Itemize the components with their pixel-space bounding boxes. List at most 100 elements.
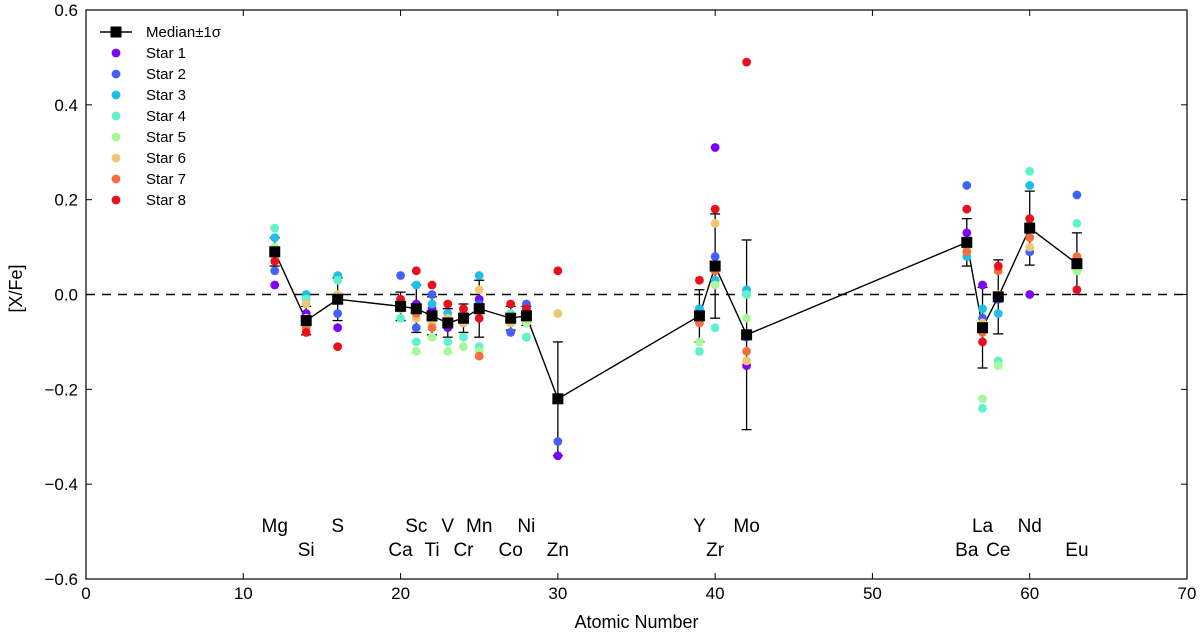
legend-label: Star 1 [146,45,186,62]
element-label-nd: Nd [1018,516,1042,537]
median-line [274,227,1078,400]
data-point [270,280,280,290]
data-point [333,342,343,352]
y-tick-label: 0.6 [54,1,78,20]
element-labels-layer: Mg Si S Ca Sc TiV Cr Mn Co Ni Zn YZr Mo Ba La Ce Nd Eu [262,516,1089,561]
legend-item-star-7: Star 7 [111,171,186,188]
legend-item-star-8: Star 8 [111,192,186,209]
x-axis-title: Atomic Number [574,612,698,632]
data-point [978,337,987,347]
legend: Median±1σ Star 1 Star 2 Star 3 Star 4 Star 5 S… [100,24,222,209]
data-point [962,204,972,214]
data-point [978,403,987,413]
legend-label: Star 2 [146,66,186,83]
data-point [553,309,563,318]
data-point [742,356,751,366]
legend-item-star-3: Star 3 [111,87,186,104]
data-point [270,266,280,276]
x-tick-label: 50 [863,584,882,603]
data-point [710,218,720,228]
data-point [1025,181,1035,190]
y-tick-label: −0.6 [44,570,78,589]
legend-item-star-5: Star 5 [111,129,186,146]
data-point [710,204,720,214]
y-tick-label: 0.0 [54,286,78,305]
y-axis-title: [X/Fe] [6,264,26,312]
star-points-layer [270,57,1082,461]
x-tick-label: 20 [391,584,410,603]
x-tick-label: 40 [706,584,725,603]
data-point [742,290,751,299]
data-point [1072,190,1082,200]
element-label-mo: Mo [733,516,759,537]
element-label-la: La [972,516,994,537]
legend-marker [111,153,121,163]
median-marker [520,310,532,322]
median-layer [269,190,1082,457]
legend-item-median: Median±1σ [100,24,222,41]
data-point [459,304,468,314]
data-point [333,309,343,318]
median-marker [269,246,281,258]
legend-marker [111,195,121,205]
legend-marker [111,69,121,79]
median-marker [395,300,407,312]
data-point [695,347,704,356]
x-tick-label: 70 [1178,584,1197,603]
median-marker [505,312,517,324]
data-point [459,332,468,342]
data-point [474,285,484,295]
data-point [710,143,720,152]
median-marker [473,303,485,315]
data-point [411,323,421,333]
element-label-zn: Zn [547,540,569,561]
element-label-mn: Mn [466,516,492,537]
data-point [695,275,704,285]
element-label-ni: Ni [517,516,535,537]
data-point [474,351,484,361]
data-point [695,337,704,347]
median-marker [709,260,721,272]
data-point [710,280,720,290]
data-point [1025,233,1035,243]
data-point [427,323,437,333]
series-star-1 [270,143,1082,461]
data-point [978,394,987,404]
axes-layer: 0 10 20 30 40 50 60 70 −0.6 −0.4 −0.2 0.0 0.2 0.4 0.6 [44,1,1196,603]
data-point [962,247,972,257]
data-point [742,57,751,67]
data-point [459,342,468,352]
data-point [333,323,343,333]
data-point [396,313,405,323]
data-point [474,313,484,323]
y-tick-label: −0.2 [44,380,78,399]
data-point [978,280,987,290]
legend-marker [111,132,121,142]
data-point [993,261,1003,271]
y-tick-label: −0.4 [44,475,78,494]
median-marker [300,315,312,327]
data-point [411,337,421,347]
data-point [978,304,987,314]
element-label-si: Si [298,540,315,561]
data-point [710,323,720,333]
median-marker [961,236,973,248]
element-label-mg: Mg [262,516,288,537]
series-star-8 [270,57,1082,352]
y-tick-label: 0.4 [54,96,78,115]
legend-label: Star 3 [146,87,186,104]
median-markers [269,222,1083,405]
element-label-ba: Ba [955,540,979,561]
data-point [1025,290,1035,299]
median-marker [457,312,469,324]
data-point [1072,285,1082,295]
x-tick-label: 60 [1020,584,1039,603]
series-star-4 [270,166,1082,413]
series-star-5 [270,218,1082,404]
median-marker [693,310,705,322]
data-point [506,299,516,309]
data-point [443,299,453,309]
element-label-co: Co [499,540,523,561]
median-marker [992,291,1004,303]
series-star-6 [270,218,1082,366]
